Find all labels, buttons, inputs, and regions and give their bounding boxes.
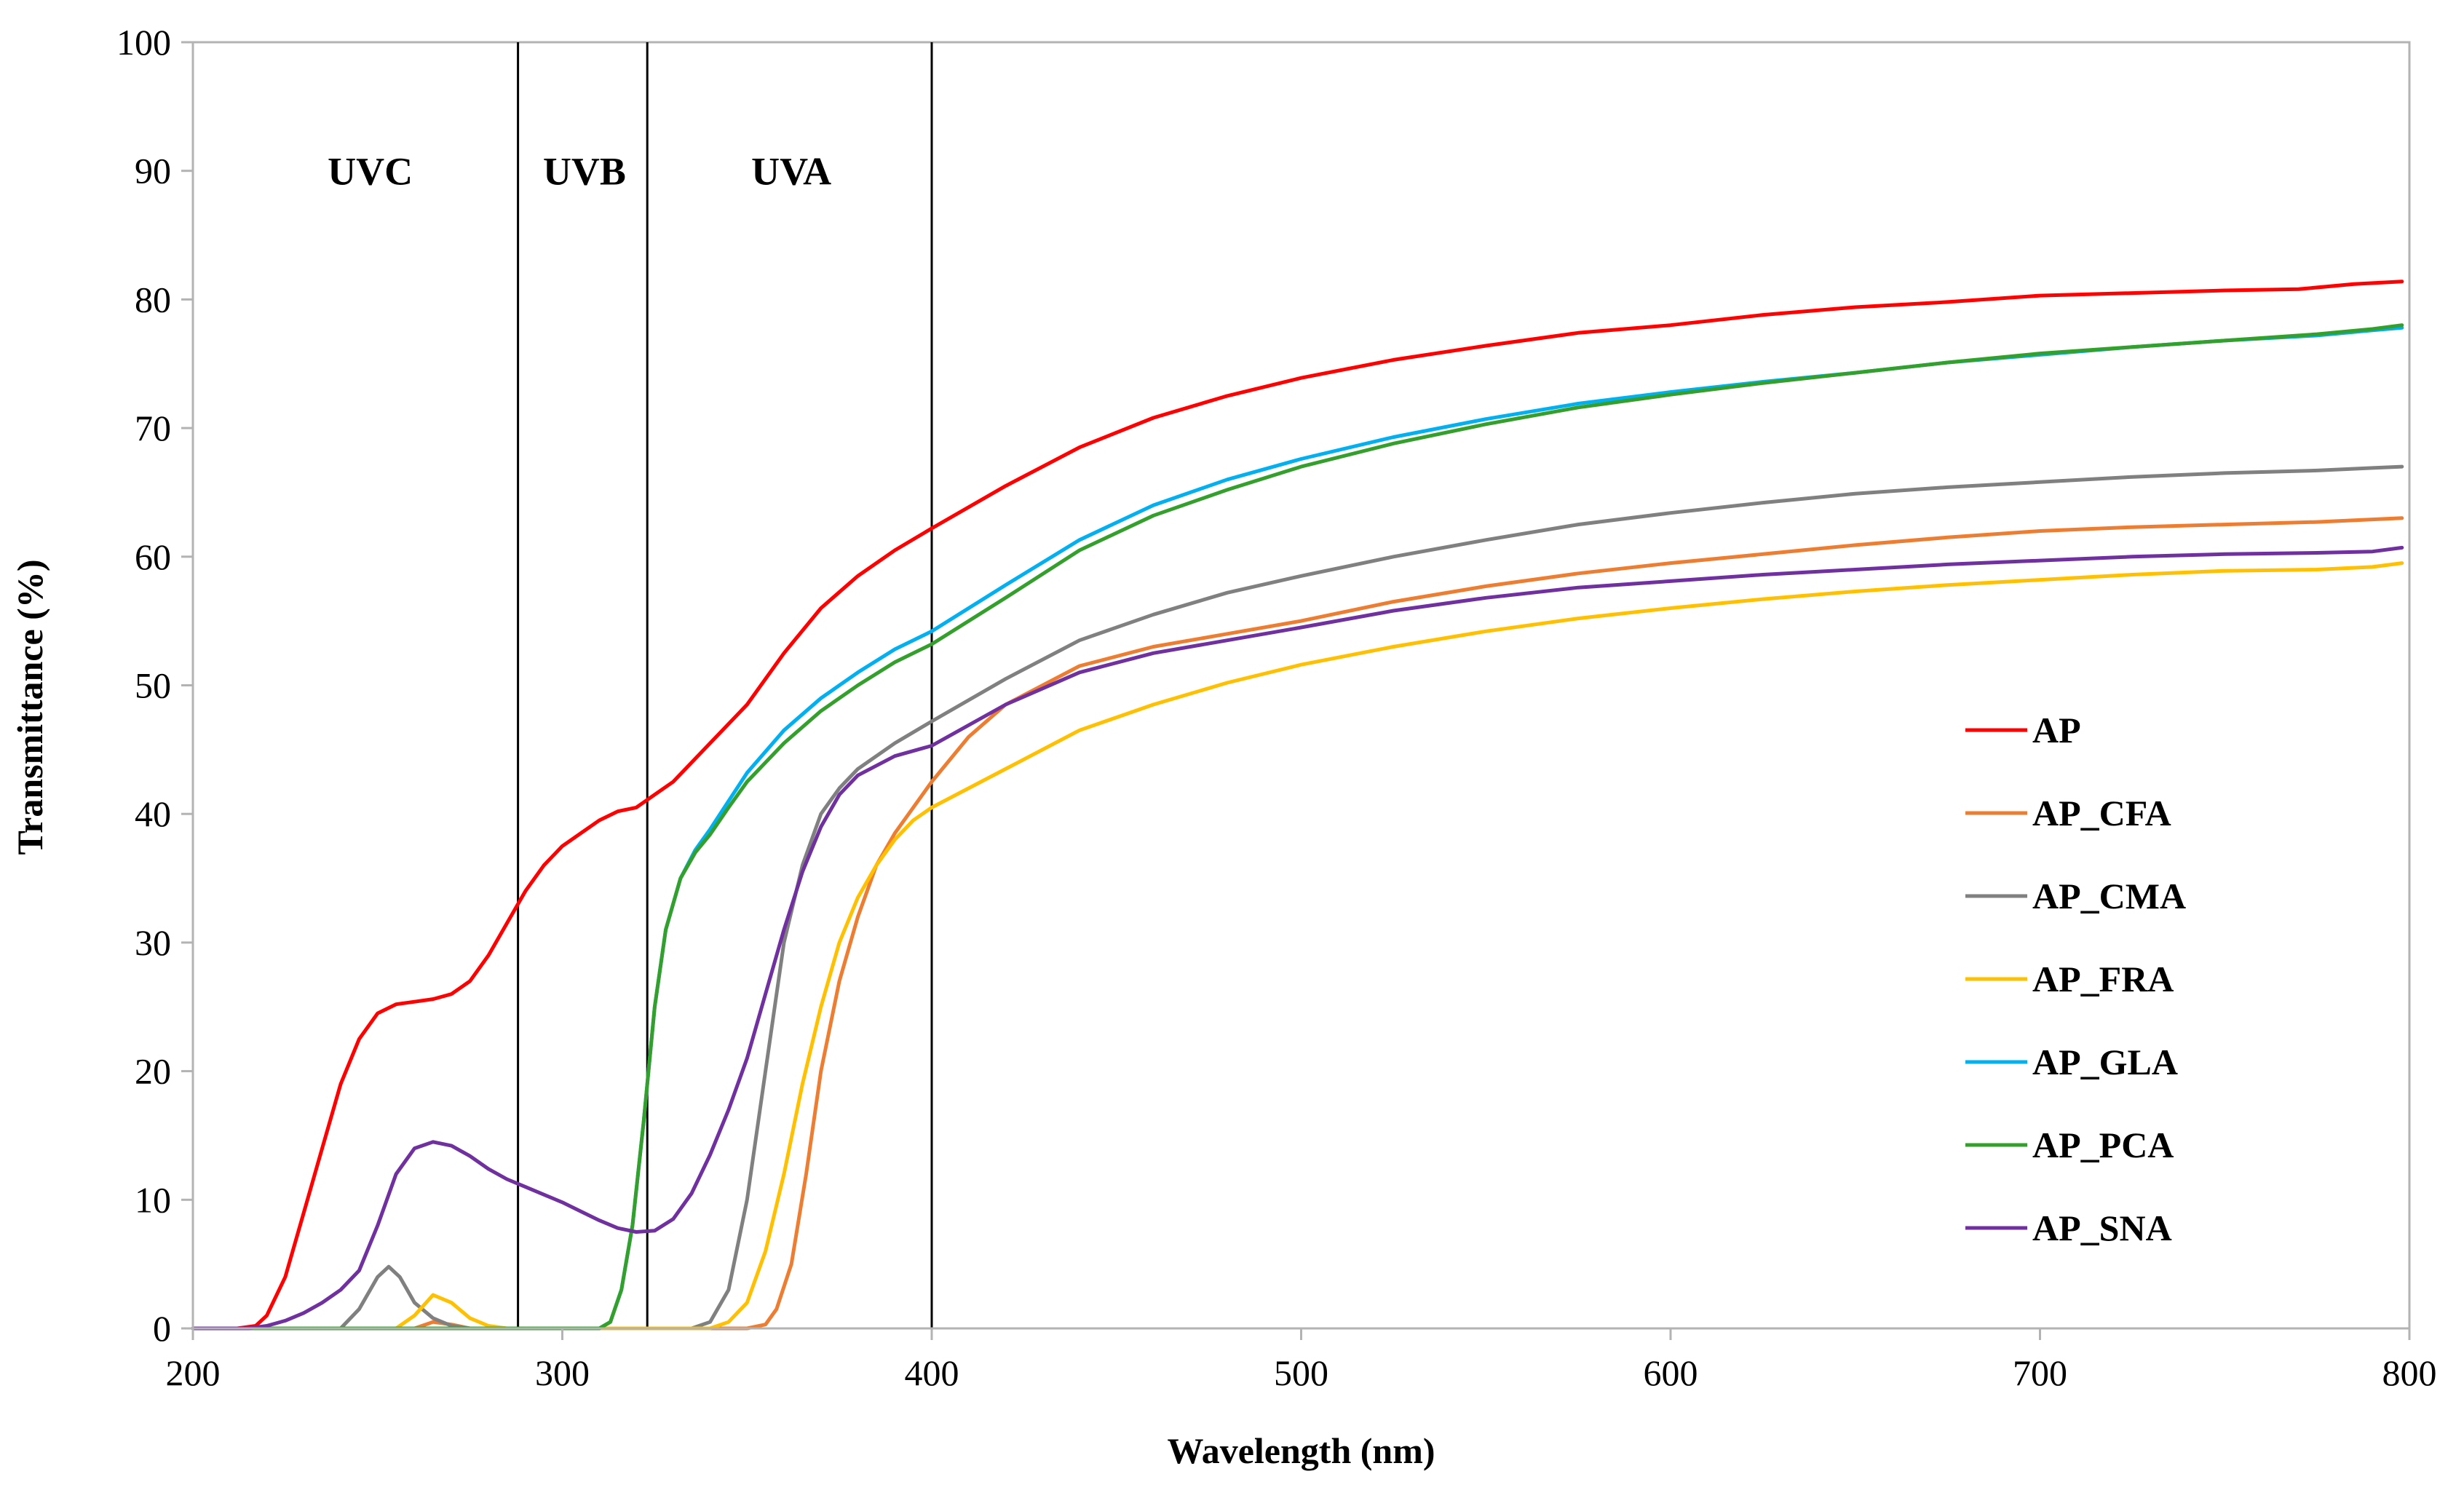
x-tick-label: 400	[905, 1352, 959, 1393]
region-labels: UVC UVB UVA	[328, 150, 831, 194]
series-line-ap-sna	[191, 545, 2404, 1331]
region-label-uva: UVA	[751, 150, 831, 194]
y-tick-label: 60	[135, 536, 171, 577]
y-tick-label: 50	[135, 665, 171, 706]
y-tick-label: 90	[135, 151, 171, 191]
x-axis-title: Wavelength (nm)	[1167, 1430, 1435, 1471]
y-axis-title: Transmittance (%)	[9, 560, 50, 855]
y-tick-label: 30	[135, 922, 171, 963]
legend: AP AP_CFA AP_CMA AP_FRA AP_GLA AP_PCA AP_SNA	[1965, 710, 2186, 1248]
series-lines	[191, 280, 2404, 1331]
x-tick-label: 300	[535, 1352, 590, 1393]
series-line-ap-cma	[191, 464, 2404, 1331]
x-tick-label: 500	[1274, 1352, 1328, 1393]
series-line-ap-pca	[191, 323, 2404, 1331]
legend-label: AP_SNA	[2032, 1208, 2172, 1248]
y-tick-label: 20	[135, 1051, 171, 1092]
legend-label: AP_PCA	[2032, 1125, 2174, 1165]
legend-label: AP	[2032, 710, 2081, 750]
region-label-uvb: UVB	[543, 150, 626, 194]
x-tick-label: 200	[166, 1352, 221, 1393]
legend-label: AP_FRA	[2032, 959, 2174, 999]
series-line-ap	[191, 280, 2404, 1331]
y-tick-label: 10	[135, 1179, 171, 1220]
legend-label: AP_GLA	[2032, 1042, 2178, 1082]
x-axis-ticks: 200 300 400 500 600 700 800	[166, 1328, 2437, 1393]
series-line-ap-cfa	[191, 516, 2404, 1331]
y-tick-label: 40	[135, 793, 171, 834]
y-tick-label: 70	[135, 408, 171, 448]
y-tick-label: 80	[135, 279, 171, 320]
region-boundaries	[517, 42, 933, 1328]
region-label-uvc: UVC	[328, 150, 413, 194]
legend-label: AP_CFA	[2032, 793, 2171, 833]
x-tick-label: 600	[1644, 1352, 1698, 1393]
y-axis-ticks: 0 10 20 30 40 50 60 70 80 90 100	[116, 22, 193, 1349]
legend-label: AP_CMA	[2032, 876, 2186, 916]
x-tick-label: 800	[2382, 1352, 2437, 1393]
y-tick-label: 100	[116, 22, 171, 63]
y-tick-label: 0	[153, 1308, 171, 1349]
x-tick-label: 700	[2013, 1352, 2067, 1393]
